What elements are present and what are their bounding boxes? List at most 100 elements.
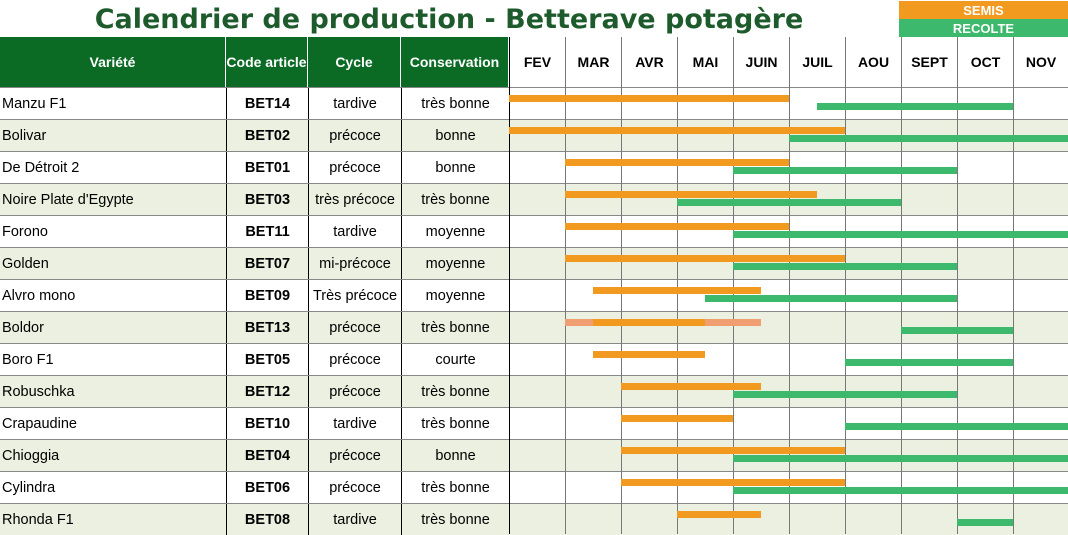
month-gridline bbox=[789, 37, 790, 534]
semis-bar bbox=[593, 351, 705, 358]
recolte-bar bbox=[817, 103, 1013, 110]
semis-bar bbox=[621, 479, 845, 486]
conservation-value: moyenne bbox=[401, 248, 509, 279]
variety-name: Golden bbox=[2, 255, 49, 272]
semis-bar bbox=[565, 223, 789, 230]
cycle-value: précoce bbox=[308, 440, 401, 471]
cycle-value: Très précoce bbox=[308, 280, 401, 311]
month-header-mar: MAR bbox=[565, 37, 621, 87]
recolte-bar bbox=[733, 487, 1068, 494]
month-gridline bbox=[901, 37, 902, 534]
code-article: BET08 bbox=[226, 504, 308, 535]
recolte-bar bbox=[733, 231, 1068, 238]
recolte-bar bbox=[733, 263, 957, 270]
semis-bar bbox=[565, 255, 845, 262]
code-article: BET05 bbox=[226, 344, 308, 375]
code-article: BET13 bbox=[226, 312, 308, 343]
conservation-value: très bonne bbox=[401, 312, 509, 343]
variety-name: Chioggia bbox=[2, 447, 60, 464]
cycle-value: précoce bbox=[308, 344, 401, 375]
variety-name: Robuschka bbox=[2, 383, 75, 400]
month-gridline bbox=[957, 37, 958, 534]
semis-bar bbox=[509, 95, 789, 102]
month-header-juil: JUIL bbox=[789, 37, 845, 87]
header-conservation: Conservation bbox=[401, 37, 509, 87]
semis-bar bbox=[677, 511, 761, 518]
variety-name: Manzu F1 bbox=[2, 95, 67, 112]
month-gridline bbox=[565, 37, 566, 534]
conservation-value: courte bbox=[401, 344, 509, 375]
semis-bar bbox=[621, 415, 733, 422]
month-gridline bbox=[677, 37, 678, 534]
legend-recolte: RECOLTE bbox=[899, 19, 1068, 37]
cycle-value: tardive bbox=[308, 88, 401, 119]
variety-name: Boldor bbox=[2, 319, 44, 336]
semis-bar-light bbox=[565, 319, 593, 326]
header-variete: Variété bbox=[0, 37, 226, 87]
variety-name: Boro F1 bbox=[2, 351, 54, 368]
conservation-value: très bonne bbox=[401, 408, 509, 439]
month-header-juin: JUIN bbox=[733, 37, 789, 87]
conservation-value: très bonne bbox=[401, 376, 509, 407]
recolte-bar bbox=[733, 167, 957, 174]
variety-name: Forono bbox=[2, 223, 48, 240]
recolte-bar bbox=[789, 135, 1068, 142]
code-article: BET06 bbox=[226, 472, 308, 503]
conservation-value: très bonne bbox=[401, 472, 509, 503]
semis-bar bbox=[565, 191, 817, 198]
month-header-nov: NOV bbox=[1013, 37, 1068, 87]
conservation-value: très bonne bbox=[401, 88, 509, 119]
code-article: BET03 bbox=[226, 184, 308, 215]
variety-name: Noire Plate d'Egypte bbox=[2, 191, 134, 208]
header-cycle: Cycle bbox=[308, 37, 401, 87]
code-article: BET09 bbox=[226, 280, 308, 311]
recolte-bar bbox=[705, 295, 957, 302]
cycle-value: tardive bbox=[308, 216, 401, 247]
month-header-mai: MAI bbox=[677, 37, 733, 87]
recolte-bar bbox=[733, 455, 1068, 462]
code-article: BET02 bbox=[226, 120, 308, 151]
conservation-value: bonne bbox=[401, 440, 509, 471]
conservation-value: moyenne bbox=[401, 216, 509, 247]
variety-name: Cylindra bbox=[2, 479, 56, 496]
table-row: Noire Plate d'Egypte BET03 très précoce trè… bbox=[0, 183, 1068, 215]
page-title: Calendrier de production - Betterave pot… bbox=[94, 3, 804, 35]
semis-bar-light bbox=[705, 319, 761, 326]
conservation-value: bonne bbox=[401, 152, 509, 183]
month-header-sept: SEPT bbox=[901, 37, 957, 87]
cycle-value: précoce bbox=[308, 120, 401, 151]
recolte-bar bbox=[957, 519, 1013, 526]
variety-name: Bolivar bbox=[2, 127, 47, 144]
cycle-value: tardive bbox=[308, 504, 401, 535]
header-code-article: Code article bbox=[226, 37, 308, 87]
semis-bar bbox=[621, 383, 761, 390]
conservation-value: très bonne bbox=[401, 184, 509, 215]
semis-bar bbox=[509, 127, 845, 134]
code-article: BET11 bbox=[226, 216, 308, 247]
recolte-bar bbox=[845, 359, 1013, 366]
recolte-bar bbox=[901, 327, 1013, 334]
conservation-value: très bonne bbox=[401, 504, 509, 535]
conservation-value: moyenne bbox=[401, 280, 509, 311]
cycle-value: tardive bbox=[308, 408, 401, 439]
cycle-value: très précoce bbox=[308, 184, 401, 215]
recolte-bar bbox=[733, 391, 957, 398]
variety-name: De Détroit 2 bbox=[2, 159, 80, 176]
cycle-value: précoce bbox=[308, 376, 401, 407]
semis-bar bbox=[621, 447, 845, 454]
semis-bar bbox=[593, 287, 761, 294]
month-gridline bbox=[1013, 37, 1014, 534]
conservation-value: bonne bbox=[401, 120, 509, 151]
month-header-aou: AOU bbox=[845, 37, 901, 87]
variety-name: Alvro mono bbox=[2, 287, 76, 304]
code-article: BET07 bbox=[226, 248, 308, 279]
semis-bar bbox=[565, 319, 761, 326]
month-gridline bbox=[509, 37, 510, 534]
month-header-fev: FEV bbox=[509, 37, 565, 87]
recolte-bar bbox=[677, 199, 901, 206]
variety-name: Rhonda F1 bbox=[2, 511, 74, 528]
month-header-avr: AVR bbox=[621, 37, 677, 87]
cycle-value: précoce bbox=[308, 472, 401, 503]
code-article: BET04 bbox=[226, 440, 308, 471]
cycle-value: précoce bbox=[308, 312, 401, 343]
